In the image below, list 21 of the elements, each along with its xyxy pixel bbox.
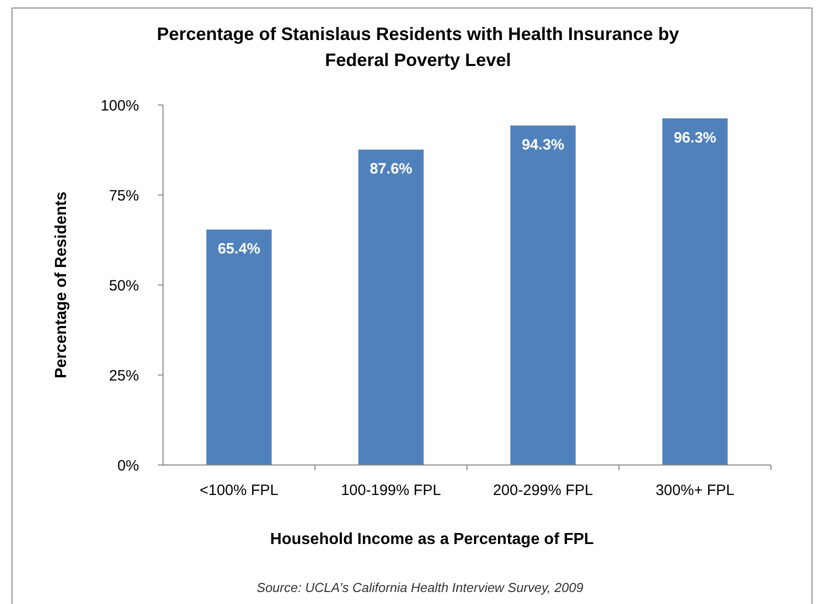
y-tick-label: 0% [117, 457, 139, 474]
x-tick-label: 300%+ FPL [656, 482, 734, 499]
bar [206, 230, 272, 465]
x-axis-title: Household Income as a Percentage of FPL [270, 531, 594, 548]
bar [358, 150, 424, 465]
y-tick-label: 25% [108, 367, 139, 384]
x-tick-label: <100% FPL [200, 482, 278, 499]
data-label: 87.6% [370, 160, 412, 178]
data-label: 65.4% [218, 240, 260, 258]
source-note: Source: UCLA's California Health Interview Survey, 2009 [256, 580, 584, 595]
x-tick-label: 200-299% FPL [492, 482, 594, 499]
y-tick-label: 75% [108, 187, 139, 204]
y-tick-label: 50% [108, 277, 139, 294]
y-tick-label: 100% [100, 97, 139, 114]
data-label: 94.3% [522, 136, 564, 154]
y-axis-title: Percentage of Residents [53, 192, 70, 378]
bar [510, 126, 576, 465]
data-label: 96.3% [674, 129, 716, 146]
bar [662, 118, 728, 465]
x-tick-label: 100-199% FPL [340, 482, 442, 499]
chart-title: Percentage of Stanislaus Residents with Health Insurance by Federal Poverty Level [156, 24, 680, 70]
